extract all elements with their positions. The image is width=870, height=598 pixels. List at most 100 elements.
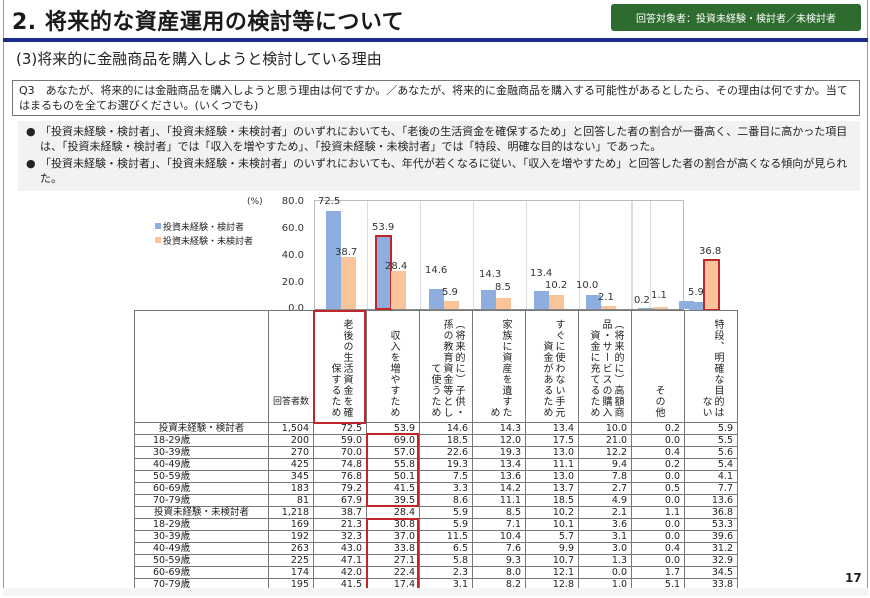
value-cell: 47.1 xyxy=(313,554,367,567)
value-cell: 7.8 xyxy=(578,470,632,483)
value-cell: 32.3 xyxy=(313,530,367,543)
row-label: 投資未経験・検討者 xyxy=(134,422,269,435)
table-row: 50-59歳 225 47.1 27.1 5.8 9.3 10.7 1.3 0.0 32.9 xyxy=(134,554,738,567)
bullet-icon: ● xyxy=(26,125,36,138)
value-cell: 5.9 xyxy=(419,518,473,531)
value-cell: 9.9 xyxy=(525,542,579,555)
bar-value-label: 28.4 xyxy=(385,261,408,272)
value-cell: 5.9 xyxy=(419,506,473,519)
bar-series1-highlighted xyxy=(375,235,392,310)
value-cell: 10.7 xyxy=(525,554,579,567)
value-cell: 22.6 xyxy=(419,446,473,459)
value-cell: 18.5 xyxy=(419,434,473,447)
row-label: 18-29歳 xyxy=(134,518,269,531)
value-cell: 34.5 xyxy=(684,566,738,579)
header-cell: （将来的に）子供・孫の教育資金等として使うため xyxy=(419,310,473,423)
respondent-count: 345 xyxy=(268,470,314,483)
value-cell: 13.6 xyxy=(472,470,526,483)
question-text: Q3 あなたが、将来的には金融商品を購入しようと思う理由は何ですか。／あなたが、… xyxy=(19,84,848,112)
y-tick: 0.0 xyxy=(288,303,304,314)
row-label: 投資未経験・未検討者 xyxy=(134,506,269,519)
value-cell: 8.0 xyxy=(472,566,526,579)
value-cell: 13.7 xyxy=(525,482,579,495)
bar-series2 xyxy=(496,298,511,309)
row-label: 60-69歳 xyxy=(134,482,269,495)
bar-value-label: 36.8 xyxy=(699,246,722,257)
bar-series1 xyxy=(326,211,341,309)
bar-value-label: 38.7 xyxy=(335,247,358,258)
value-cell: 13.4 xyxy=(472,458,526,471)
header-cell: 特段、明確な目的はない xyxy=(684,310,738,423)
value-cell: 3.3 xyxy=(419,482,473,495)
bar-value-label: 5.9 xyxy=(688,287,704,298)
note-text: 「投資未経験・検討者」、「投資未経験・未検討者」のいずれにおいても、年代が若くな… xyxy=(40,157,848,185)
value-cell: 50.1 xyxy=(366,470,420,483)
value-cell: 21.3 xyxy=(313,518,367,531)
value-cell: 27.1 xyxy=(366,554,420,567)
value-cell: 11.1 xyxy=(472,494,526,507)
value-cell: 37.0 xyxy=(366,530,420,543)
value-cell: 70.0 xyxy=(313,446,367,459)
chart-legend: 投資未経験・検討者 投資未経験・未検討者 xyxy=(155,221,253,249)
header-cell: 老後の生活資金を確保するため xyxy=(313,310,367,423)
value-cell: 76.8 xyxy=(313,470,367,483)
bar-series1 xyxy=(586,295,601,309)
value-cell: 7.1 xyxy=(472,518,526,531)
bar-series2 xyxy=(444,301,459,309)
value-cell: 7.6 xyxy=(472,542,526,555)
table-row: 60-69歳 183 79.2 41.5 3.3 14.2 13.7 2.7 0.5 7.7 xyxy=(134,482,738,495)
value-cell: 4.9 xyxy=(578,494,632,507)
value-cell: 11.5 xyxy=(419,530,473,543)
value-cell: 3.6 xyxy=(578,518,632,531)
value-cell: 13.4 xyxy=(525,422,579,435)
findings-notes: ● 「投資未経験・検討者」、「投資未経験・未検討者」のいずれにおいても、「老後の… xyxy=(18,121,860,191)
respondent-count: 183 xyxy=(268,482,314,495)
value-cell: 41.5 xyxy=(366,482,420,495)
page-number: 17 xyxy=(845,571,862,585)
value-cell: 9.4 xyxy=(578,458,632,471)
value-cell: 53.3 xyxy=(684,518,738,531)
value-cell: 1.3 xyxy=(578,554,632,567)
bar-series2 xyxy=(341,257,356,309)
value-cell: 13.6 xyxy=(684,494,738,507)
bar-series1 xyxy=(534,291,549,309)
y-axis-unit: (%) xyxy=(247,197,263,207)
row-label: 30-39歳 xyxy=(134,446,269,459)
respondent-count: 225 xyxy=(268,554,314,567)
note-text: 「投資未経験・検討者」、「投資未経験・未検討者」のいずれにおいても、「老後の生活… xyxy=(40,125,848,153)
value-cell: 0.0 xyxy=(631,554,685,567)
bar-value-label: 72.5 xyxy=(318,196,341,207)
value-cell: 1.7 xyxy=(631,566,685,579)
y-tick: 40.0 xyxy=(281,250,304,261)
respondent-badge: 回答対象者：投資未経験・検討者／未検討者 xyxy=(611,4,861,31)
respondent-count: 169 xyxy=(268,518,314,531)
value-cell: 11.1 xyxy=(525,458,579,471)
respondent-count: 81 xyxy=(268,494,314,507)
value-cell: 36.8 xyxy=(684,506,738,519)
respondent-count: 200 xyxy=(268,434,314,447)
bar-chart xyxy=(314,200,694,310)
bar-value-label: 10.2 xyxy=(545,280,568,291)
value-cell: 31.2 xyxy=(684,542,738,555)
value-cell: 5.6 xyxy=(684,446,738,459)
value-cell: 28.4 xyxy=(366,506,420,519)
header-cell: すぐに使わない手元資金があるため xyxy=(525,310,579,423)
value-cell: 17.5 xyxy=(525,434,579,447)
respondent-count: 174 xyxy=(268,566,314,579)
value-cell: 19.3 xyxy=(419,458,473,471)
value-cell: 79.2 xyxy=(313,482,367,495)
bar-series2-highlighted xyxy=(703,259,720,311)
value-cell: 38.7 xyxy=(313,506,367,519)
bar-value-label: 14.6 xyxy=(425,265,448,276)
bar-series1 xyxy=(638,308,653,309)
row-label: 50-59歳 xyxy=(134,554,269,567)
row-label: 40-49歳 xyxy=(134,542,269,555)
value-cell: 18.5 xyxy=(525,494,579,507)
value-cell: 0.0 xyxy=(631,518,685,531)
note-item: ● 「投資未経験・検討者」、「投資未経験・未検討者」のいずれにおいても、「老後の… xyxy=(26,124,854,154)
note-item: ● 「投資未経験・検討者」、「投資未経験・未検討者」のいずれにおいても、年代が若… xyxy=(26,156,854,186)
table-body: 投資未経験・検討者 1,504 72.5 53.9 14.6 14.3 13.4 10.0 0.… xyxy=(134,422,738,591)
legend-item: 投資未経験・検討者 xyxy=(155,221,253,235)
value-cell: 67.9 xyxy=(313,494,367,507)
value-cell: 10.2 xyxy=(525,506,579,519)
